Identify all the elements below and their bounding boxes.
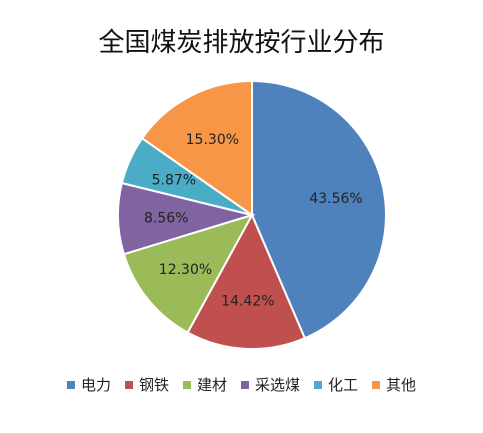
data-label-dianli: 43.56% <box>309 191 362 207</box>
data-label-gangtie: 14.42% <box>221 294 274 310</box>
pie-slice-jiancai <box>122 213 255 334</box>
legend-item-huagong: 化工 <box>314 374 358 395</box>
pie-slice-qita <box>140 79 253 217</box>
legend-label: 采选煤 <box>255 376 301 394</box>
legend-item-gangtie: 钢铁 <box>124 374 169 395</box>
legend-label: 钢铁 <box>138 376 169 394</box>
legend-label: 其他 <box>386 376 417 394</box>
legend-label: 电力 <box>80 376 111 394</box>
pie-slice-dianli <box>251 79 387 340</box>
data-label-qita: 15.30% <box>186 132 239 148</box>
chart-title: 全国煤炭排放按行业分布 <box>98 28 385 58</box>
legend: 电力 钢铁 建材 采选煤 化工 其他 <box>0 374 483 395</box>
legend-swatch <box>241 380 249 389</box>
legend-swatch <box>124 380 133 389</box>
legend-item-dianli: 电力 <box>66 374 111 395</box>
legend-item-caixuanmei: 采选煤 <box>241 374 300 395</box>
legend-swatch <box>314 380 323 389</box>
pie-slice-gangtie <box>186 212 307 350</box>
legend-swatch <box>372 380 381 389</box>
legend-label: 建材 <box>196 376 227 394</box>
data-label-jiancai: 12.30% <box>159 262 212 278</box>
legend-label: 化工 <box>328 376 359 394</box>
legend-swatch <box>182 380 191 389</box>
data-label-caixuanmei: 8.56% <box>144 210 188 226</box>
data-label-huagong: 5.87% <box>152 173 196 189</box>
legend-item-qita: 其他 <box>372 374 416 395</box>
legend-swatch <box>66 380 75 389</box>
legend-item-jiancai: 建材 <box>182 374 227 395</box>
